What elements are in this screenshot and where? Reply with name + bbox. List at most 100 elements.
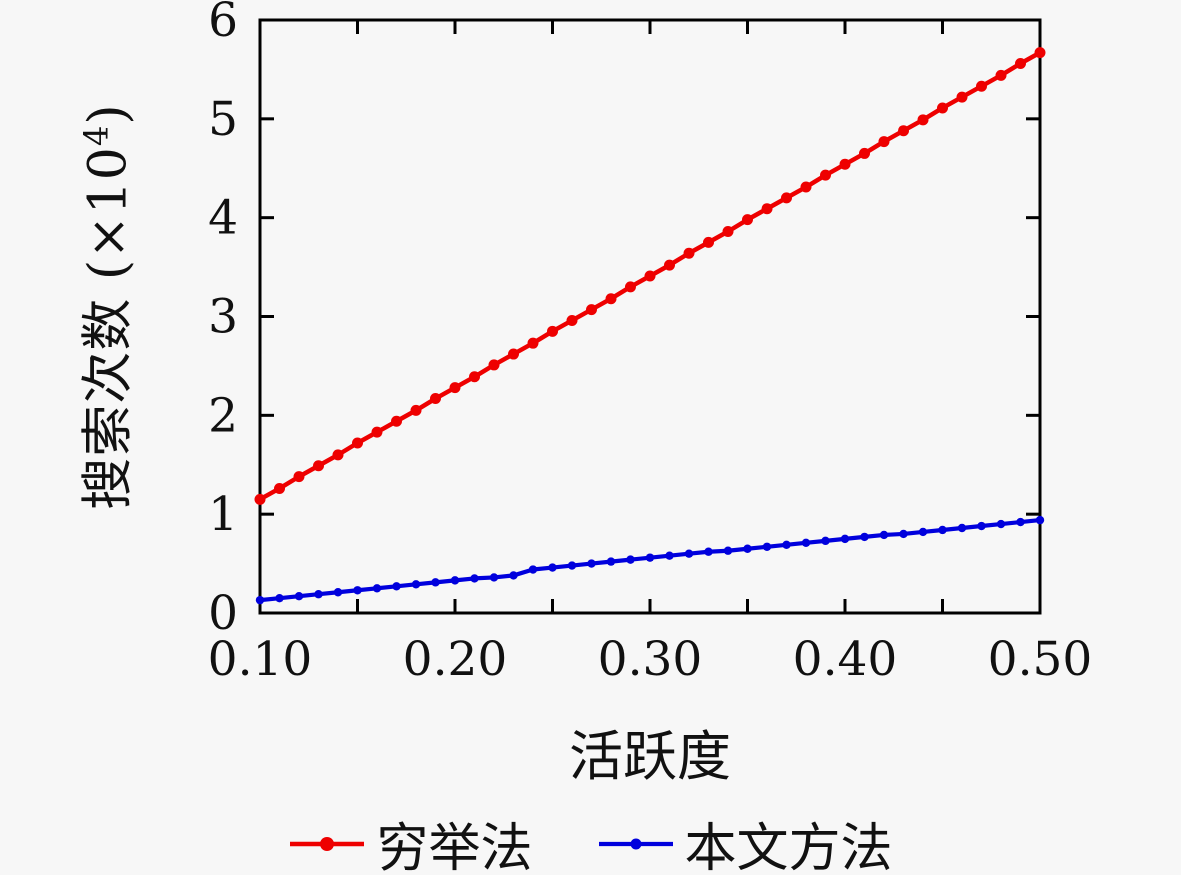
series-marker xyxy=(664,259,675,271)
series-marker xyxy=(917,114,929,126)
series-marker xyxy=(938,525,947,535)
series-marker xyxy=(977,521,986,531)
series-marker xyxy=(353,586,362,595)
series-marker xyxy=(294,591,304,601)
series-marker xyxy=(644,270,656,282)
legend-label: 穷举法 xyxy=(376,819,533,875)
series-marker xyxy=(645,553,655,562)
series-marker xyxy=(372,584,382,593)
legend-line-marker-icon xyxy=(290,836,365,851)
series-marker xyxy=(859,147,870,159)
series-marker xyxy=(527,337,539,349)
series-marker xyxy=(918,527,928,537)
series-marker xyxy=(606,557,616,566)
series-marker xyxy=(352,437,363,449)
series-marker xyxy=(1015,57,1026,69)
series-marker xyxy=(587,559,596,568)
series-marker xyxy=(821,536,830,546)
series-marker xyxy=(431,578,440,587)
series-marker xyxy=(450,576,460,585)
legend-item-proposed-method: 本文方法 xyxy=(597,806,893,875)
series-marker xyxy=(508,348,519,360)
series-marker xyxy=(274,482,285,494)
series-marker xyxy=(489,573,499,582)
series-marker xyxy=(254,493,266,505)
series-marker xyxy=(313,460,324,472)
series-marker xyxy=(800,181,812,193)
series-marker xyxy=(878,136,890,148)
series-marker xyxy=(470,574,479,583)
legend-item-exhaustive-method: 穷举法 xyxy=(288,806,533,875)
series-marker xyxy=(898,125,909,137)
series-marker xyxy=(1034,47,1046,59)
series-marker xyxy=(995,69,1007,81)
series-marker xyxy=(625,281,636,293)
series-marker xyxy=(782,540,791,550)
series-marker xyxy=(626,555,635,564)
series-marker xyxy=(1016,517,1025,527)
series-marker xyxy=(840,534,850,544)
y-tick-label: 3 xyxy=(208,290,238,345)
series-marker xyxy=(333,588,343,597)
series-marker xyxy=(332,449,344,461)
legend: 穷举法 本文方法 xyxy=(0,806,1181,875)
series-marker xyxy=(449,382,461,394)
series-marker xyxy=(976,80,987,92)
series-marker xyxy=(275,593,284,603)
series-marker xyxy=(509,571,518,580)
series-marker xyxy=(860,532,869,542)
plot-border xyxy=(258,18,1042,615)
y-tick-label: 4 xyxy=(208,191,238,246)
series-marker xyxy=(547,325,558,337)
series-marker xyxy=(839,158,851,170)
series-marker xyxy=(411,580,421,589)
series-marker xyxy=(743,544,752,553)
series-marker xyxy=(371,426,383,438)
series-marker xyxy=(996,519,1006,529)
legend-label: 本文方法 xyxy=(684,819,893,875)
series-marker xyxy=(255,595,265,605)
series-marker xyxy=(1035,515,1045,525)
legend-line-marker-icon xyxy=(598,838,673,849)
series-marker xyxy=(392,582,401,591)
series-marker xyxy=(723,546,733,555)
series-marker xyxy=(801,538,811,548)
series-marker xyxy=(762,542,772,551)
series-marker xyxy=(703,236,714,248)
y-tick-label: 0 xyxy=(208,586,238,641)
series-marker xyxy=(410,404,422,416)
series-marker xyxy=(722,226,734,238)
series-marker xyxy=(605,293,617,305)
x-tick-label: 0.40 xyxy=(793,632,898,687)
series-marker xyxy=(742,214,753,226)
series-marker xyxy=(665,551,674,560)
series-marker xyxy=(567,561,577,570)
series-marker xyxy=(761,203,773,215)
series-marker xyxy=(488,359,500,371)
series-marker xyxy=(820,169,831,181)
series-marker xyxy=(391,415,402,427)
series-marker xyxy=(430,393,441,405)
series-marker xyxy=(781,192,792,204)
series-marker xyxy=(528,565,538,574)
series-marker xyxy=(314,590,323,599)
x-tick-label: 0.10 xyxy=(208,632,313,687)
series-marker xyxy=(586,304,597,316)
series-marker xyxy=(684,549,694,558)
series-marker xyxy=(957,523,967,533)
y-tick-label: 2 xyxy=(208,388,238,443)
series-marker xyxy=(956,91,968,103)
x-axis-title: 活跃度 xyxy=(569,725,731,788)
series-marker xyxy=(937,102,948,114)
series-marker xyxy=(548,563,557,572)
series-marker xyxy=(293,471,305,483)
x-tick-label: 0.30 xyxy=(598,632,703,687)
y-tick-label: 5 xyxy=(208,92,238,147)
x-tick-label: 0.20 xyxy=(403,632,508,687)
series-marker xyxy=(879,530,889,540)
y-tick-label: 6 xyxy=(208,0,238,48)
series-marker xyxy=(899,529,908,539)
y-tick-label: 1 xyxy=(208,487,238,542)
series-marker xyxy=(469,371,480,383)
